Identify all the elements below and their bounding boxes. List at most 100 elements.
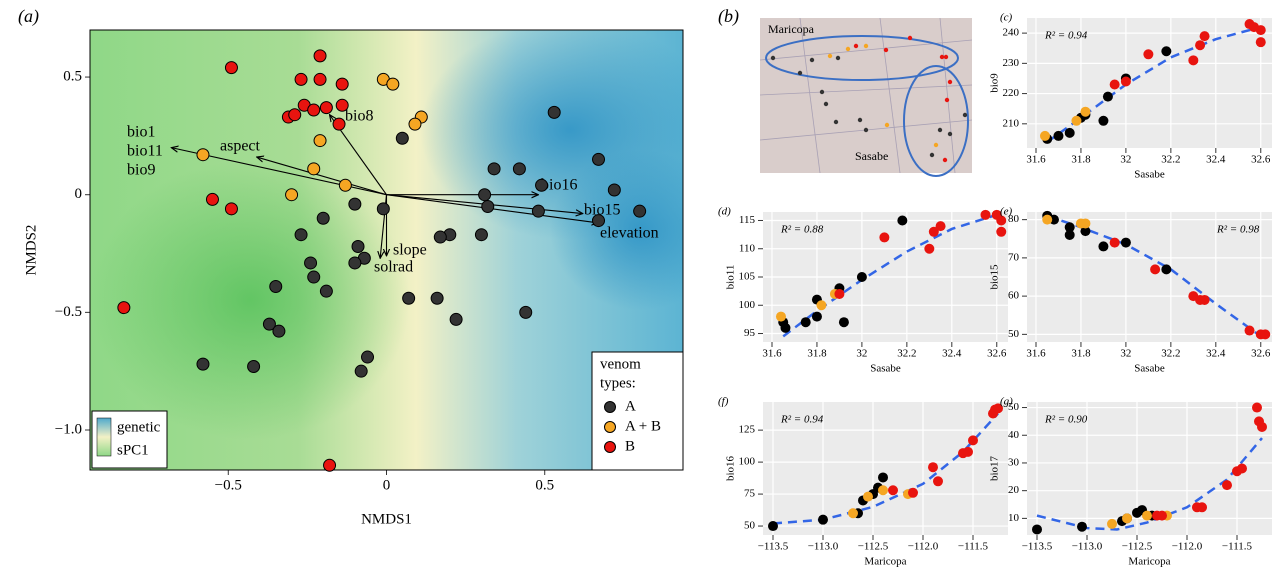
point <box>928 462 938 472</box>
point <box>197 149 209 161</box>
y-tick-label: 110 <box>739 242 756 254</box>
point <box>308 104 320 116</box>
loading-label: bio11 <box>127 143 163 160</box>
point <box>333 118 345 130</box>
panel: (g)−113.5−113.0−112.5−112.0−111.51020304… <box>989 396 1272 568</box>
x-tick-label: 32 <box>856 348 867 360</box>
map-site <box>908 36 912 40</box>
map-label: Maricopa <box>768 22 815 36</box>
map-site <box>820 90 824 94</box>
x-tick-label: −112.0 <box>1172 541 1203 553</box>
point <box>488 163 500 175</box>
map-site <box>798 71 802 75</box>
y-tick-label: 100 <box>739 299 756 311</box>
point <box>780 323 790 333</box>
loading-label: bio8 <box>345 108 373 125</box>
loading-label: bio9 <box>127 162 155 179</box>
legend-title: venom <box>600 356 641 372</box>
loading-label: bio1 <box>127 124 155 141</box>
panel: (c)31.631.83232.232.432.6210220230240Sas… <box>989 12 1272 181</box>
color-legend: geneticsPC1 <box>92 411 167 468</box>
point <box>295 229 307 241</box>
point <box>1098 241 1108 251</box>
point <box>1237 464 1247 474</box>
point <box>532 205 544 217</box>
x-tick-label: −111.5 <box>958 541 989 553</box>
point <box>248 360 260 372</box>
map-site <box>834 120 838 124</box>
point <box>768 521 778 531</box>
point <box>548 106 560 118</box>
y-tick-label: 0.5 <box>63 68 82 84</box>
y-tick-label: 30 <box>1008 456 1020 468</box>
point <box>349 257 361 269</box>
point <box>1143 49 1153 59</box>
point <box>409 118 421 130</box>
point <box>206 193 218 205</box>
point <box>377 203 389 215</box>
panel: (f)−113.5−113.0−112.5−112.0−111.55075100… <box>718 396 1008 568</box>
point <box>1110 238 1120 248</box>
y-tick-label: 220 <box>1003 87 1020 99</box>
loading-label: slope <box>393 242 427 259</box>
x-tick-label: 0.5 <box>535 477 554 493</box>
point <box>349 198 361 210</box>
point <box>305 257 317 269</box>
point <box>1098 116 1108 126</box>
legend-label: B <box>625 438 635 454</box>
point <box>1121 238 1131 248</box>
legend-swatch <box>605 402 616 413</box>
point <box>878 472 888 482</box>
panel-label: (c) <box>1000 12 1013 24</box>
point <box>1080 107 1090 117</box>
legend-label: A <box>625 398 636 414</box>
point <box>996 227 1006 237</box>
point <box>801 317 811 327</box>
point <box>1260 329 1270 339</box>
x-tick-label: 31.6 <box>762 348 782 360</box>
panel-label: (a) <box>18 6 39 27</box>
y-axis-title: NMDS2 <box>23 225 39 276</box>
point <box>1032 524 1042 534</box>
point <box>933 476 943 486</box>
map-site <box>864 128 868 132</box>
point <box>355 365 367 377</box>
point <box>434 231 446 243</box>
point <box>981 210 991 220</box>
x-axis-title: Maricopa <box>864 556 906 568</box>
point <box>225 203 237 215</box>
point <box>834 289 844 299</box>
field-blob <box>90 160 410 440</box>
point <box>450 313 462 325</box>
point <box>1222 480 1232 490</box>
y-tick-label: 50 <box>1008 328 1020 340</box>
point <box>634 205 646 217</box>
x-tick-label: −113.5 <box>1022 541 1053 553</box>
point <box>857 272 867 282</box>
point <box>1195 40 1205 50</box>
point <box>1257 422 1267 432</box>
map-site <box>884 48 888 52</box>
map-site <box>948 80 952 84</box>
y-tick-label: 115 <box>739 214 756 226</box>
y-axis-title: bio15 <box>989 264 1001 290</box>
x-tick-label: 31.6 <box>1026 348 1046 360</box>
x-tick-label: 31.8 <box>807 348 827 360</box>
y-tick-label: 60 <box>1008 290 1020 302</box>
x-tick-label: −0.5 <box>215 477 242 493</box>
panel-label: (f) <box>718 396 729 408</box>
map-site <box>836 56 840 60</box>
point <box>314 135 326 147</box>
point <box>513 163 525 175</box>
x-tick-label: 32 <box>1120 348 1131 360</box>
point <box>118 302 130 314</box>
r-squared: R² = 0.94 <box>780 414 824 426</box>
y-axis-title: bio17 <box>989 455 1001 481</box>
color-legend-label: sPC1 <box>117 442 149 458</box>
x-tick-label: −113.0 <box>808 541 839 553</box>
point <box>1142 511 1152 521</box>
point <box>1040 131 1050 141</box>
point <box>1157 511 1167 521</box>
y-tick-label: 40 <box>1008 429 1020 441</box>
x-tick-label: 32.2 <box>1161 348 1180 360</box>
